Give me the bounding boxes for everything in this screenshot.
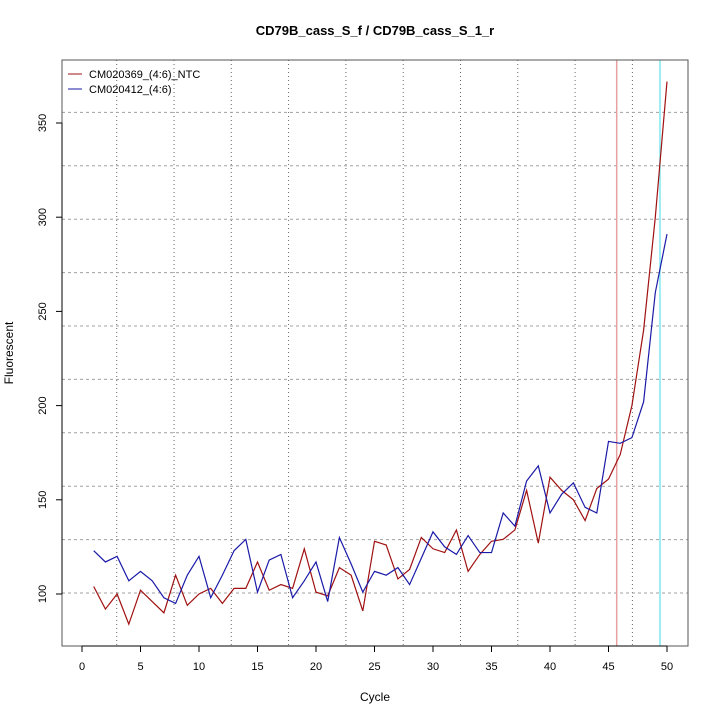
x-tick-label: 0: [79, 661, 85, 673]
x-tick-label: 5: [137, 661, 143, 673]
x-axis: 0 5 10 15 20 25 30 35 40 45 50: [79, 645, 673, 673]
series-lines: [93, 81, 668, 626]
y-tick-label: 150: [37, 491, 49, 509]
plot-frame: [61, 59, 689, 647]
y-tick-label: 250: [37, 302, 49, 320]
x-tick-label: 35: [485, 661, 497, 673]
grid: [62, 60, 688, 646]
y-tick-label: 300: [37, 208, 49, 226]
threshold-lines: [615, 60, 661, 646]
x-tick-label: 25: [368, 661, 380, 673]
x-tick-label: 10: [193, 661, 205, 673]
chart-title: CD79B_cass_S_f / CD79B_cass_S_1_r: [256, 23, 495, 38]
x-tick-label: 40: [544, 661, 556, 673]
y-axis-label: Fluorescent: [2, 321, 16, 384]
y-axis: 100 150 200 250 300 350: [37, 114, 63, 603]
y-tick-label: 100: [37, 585, 49, 603]
x-tick-label: 30: [427, 661, 439, 673]
x-axis-label: Cycle: [360, 690, 390, 704]
legend-label-1: CM020412_(4:6): [89, 84, 172, 96]
y-tick-label: 350: [37, 114, 49, 132]
series-line-0: [93, 81, 668, 626]
x-tick-label: 20: [310, 661, 322, 673]
y-tick-label: 200: [37, 396, 49, 414]
series-line-1: [93, 234, 668, 605]
x-tick-label: 15: [251, 661, 263, 673]
legend: CM020369_(4:6)_NTC CM020412_(4:6): [68, 69, 200, 96]
legend-label-0: CM020369_(4:6)_NTC: [89, 69, 200, 81]
x-tick-label: 45: [602, 661, 614, 673]
x-tick-label: 50: [661, 661, 673, 673]
